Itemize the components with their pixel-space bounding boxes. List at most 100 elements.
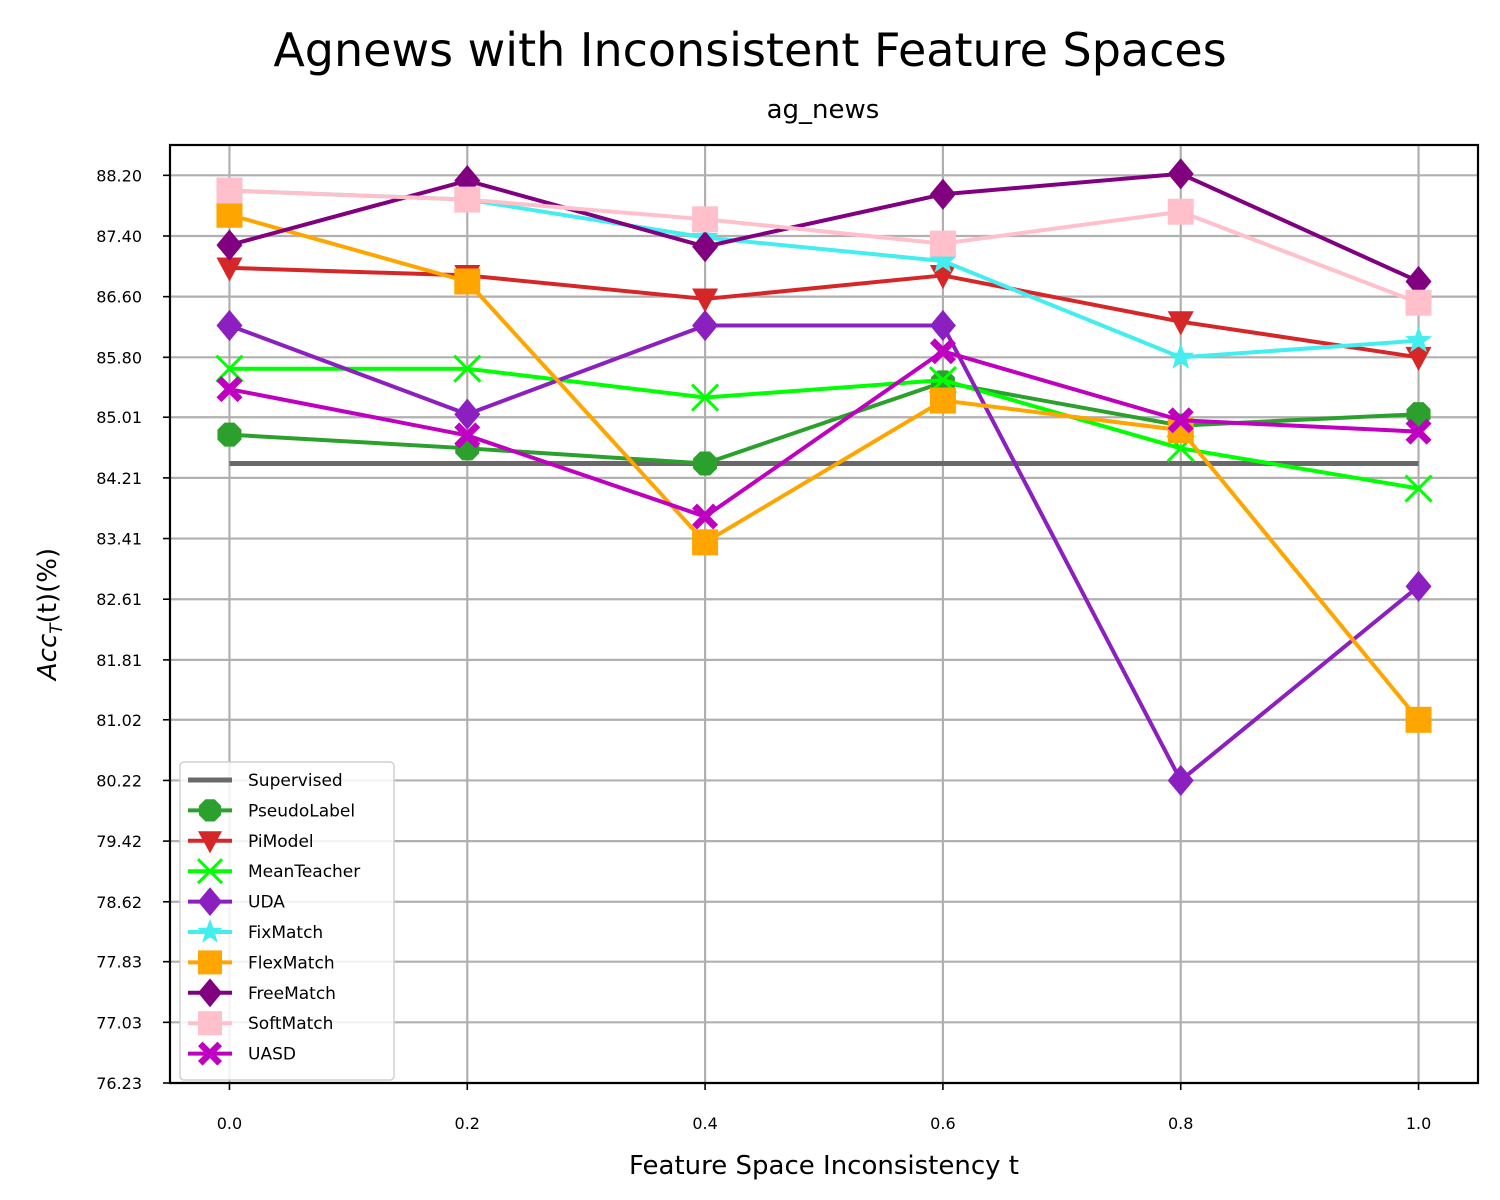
data-point-fixmatch — [1167, 343, 1195, 369]
legend: Supervised PseudoLabel PiModel MeanTeacher U… — [179, 761, 395, 1081]
data-point-softmatch — [1405, 289, 1432, 316]
data-point-fixmatch — [929, 246, 957, 273]
data-point-freematch — [1167, 158, 1194, 190]
data-point-flexmatch — [1405, 706, 1432, 733]
y-tick-label: 81.81 — [96, 651, 142, 670]
y-tick-label: 79.42 — [96, 832, 142, 851]
legend-item-softmatch: SoftMatch — [188, 1011, 333, 1036]
series-freematch — [216, 158, 1432, 298]
legend-item-pseudolabel: PseudoLabel — [188, 799, 355, 822]
y-tick-label: 82.61 — [96, 590, 142, 609]
y-tick-label: 87.40 — [96, 227, 142, 246]
y-tick-label: 76.23 — [96, 1074, 142, 1093]
legend-item-freematch: FreeMatch — [188, 978, 336, 1008]
x-tick-label: 0.2 — [455, 1114, 480, 1133]
x-tick-label: 0.6 — [930, 1114, 955, 1133]
data-point-uasd — [216, 376, 243, 403]
y-tick-label: 77.03 — [96, 1013, 142, 1032]
data-point-freematch — [1405, 265, 1432, 298]
data-point-uasd — [454, 422, 481, 449]
data-point-uda — [1405, 570, 1432, 602]
figure-suptitle: Agnews with Inconsistent Feature Spaces — [273, 23, 1226, 77]
legend-marker-pimodel — [198, 831, 222, 854]
data-point-pseudolabel — [693, 451, 718, 476]
data-point-uasd — [929, 338, 956, 365]
series-line-flexmatch — [228, 212, 1421, 722]
plot-frame — [168, 143, 1480, 1085]
legend-item-meanteacher: MeanTeacher — [188, 858, 360, 885]
legend-marker-meanteacher — [196, 858, 224, 885]
y-tick-label: 88.20 — [96, 166, 142, 185]
y-tick-label: 80.22 — [96, 771, 142, 790]
series-line-freematch — [228, 171, 1420, 284]
data-point-meanteacher — [1404, 474, 1433, 503]
legend-label: UASD — [248, 1045, 296, 1065]
legend-label: FreeMatch — [248, 984, 336, 1004]
legend-marker-softmatch — [198, 1011, 222, 1036]
y-axis-label-sub: T — [47, 622, 67, 634]
data-point-softmatch — [454, 186, 481, 213]
x-axis: 0.0 0.2 0.4 0.6 0.8 1.0 — [217, 1083, 1431, 1133]
data-point-freematch — [692, 231, 719, 263]
y-axis-label: AccT(t)(%) — [33, 548, 67, 682]
series-line-meanteacher — [229, 366, 1419, 491]
data-point-flexmatch — [454, 268, 481, 295]
legend-item-uasd: UASD — [188, 1041, 296, 1066]
y-axis-label-main: Acc — [33, 634, 63, 682]
series-line-pimodel — [229, 265, 1419, 360]
legend-marker-pseudolabel — [198, 799, 222, 822]
data-point-softmatch — [1167, 198, 1194, 225]
legend-marker-fixmatch — [197, 918, 223, 943]
data-point-meanteacher — [691, 383, 720, 412]
y-tick-label: 83.41 — [96, 530, 142, 549]
data-point-pseudolabel — [1406, 402, 1431, 427]
data-point-flexmatch — [929, 387, 956, 414]
legend-marker-flexmatch — [198, 950, 222, 975]
x-axis-label: Feature Space Inconsistency t — [629, 1151, 1019, 1181]
y-tick-label: 78.62 — [96, 893, 142, 912]
y-tick-label: 85.01 — [96, 408, 142, 427]
y-tick-label: 81.02 — [96, 711, 142, 730]
data-point-uasd — [1405, 418, 1432, 445]
y-axis-label-rest: (t)(%) — [33, 548, 63, 623]
series-uasd — [216, 338, 1432, 530]
legend-item-flexmatch: FlexMatch — [188, 950, 335, 975]
data-point-softmatch — [692, 206, 719, 233]
legend-label: MeanTeacher — [248, 862, 360, 882]
data-point-uasd — [692, 503, 719, 530]
legend-label: SoftMatch — [248, 1014, 333, 1034]
legend-label: PiModel — [248, 832, 314, 852]
y-tick-label: 85.80 — [96, 348, 142, 367]
data-point-pimodel — [216, 257, 243, 282]
legend-item-uda: UDA — [188, 887, 285, 916]
x-tick-label: 0.4 — [692, 1114, 717, 1133]
data-point-uda — [216, 309, 243, 342]
data-point-fixmatch — [1404, 326, 1433, 353]
legend-item-fixmatch: FixMatch — [188, 918, 323, 943]
data-point-uda — [929, 309, 956, 342]
legend-box — [179, 761, 395, 1081]
data-point-freematch — [216, 229, 243, 261]
legend-label: PseudoLabel — [248, 801, 355, 821]
series-flexmatch — [216, 201, 1432, 733]
series-softmatch — [216, 177, 1432, 316]
legend-marker-uda — [198, 887, 222, 916]
data-point-freematch — [929, 178, 956, 210]
data-point-pseudolabel — [217, 422, 242, 447]
data-point-softmatch — [216, 177, 243, 204]
legend-label: FixMatch — [248, 923, 323, 943]
x-tick-label: 0.8 — [1168, 1114, 1193, 1133]
data-point-uda — [1167, 764, 1194, 797]
legend-item-pimodel: PiModel — [188, 831, 314, 854]
data-point-uda — [454, 398, 481, 430]
data-point-pimodel — [1167, 311, 1194, 336]
y-tick-label: 84.21 — [96, 469, 142, 488]
series-lines — [215, 158, 1433, 797]
series-line-uasd — [229, 349, 1419, 519]
legend-label: UDA — [248, 893, 285, 913]
y-tick-label: 77.83 — [96, 953, 142, 972]
legend-label: FlexMatch — [248, 953, 335, 973]
data-point-flexmatch — [216, 201, 243, 228]
data-point-uda — [692, 309, 719, 342]
data-point-flexmatch — [692, 529, 719, 556]
